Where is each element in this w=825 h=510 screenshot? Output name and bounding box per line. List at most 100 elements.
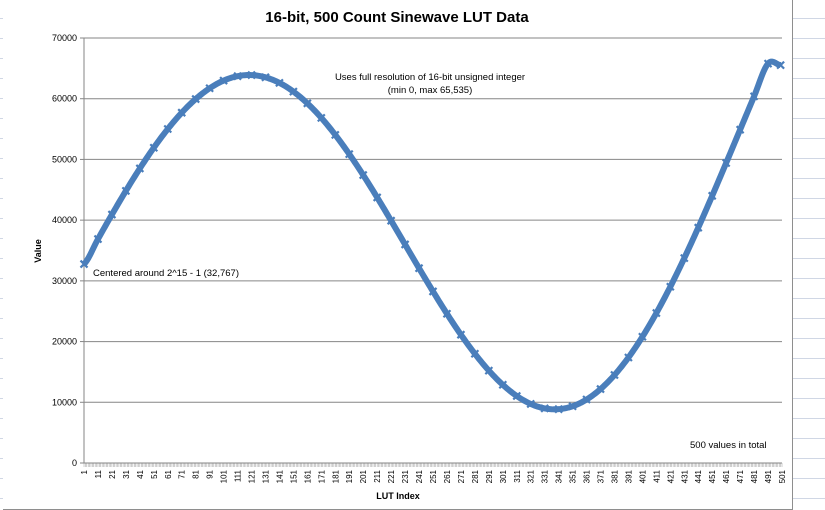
x-tick-label: 191	[345, 469, 354, 483]
x-tick-label: 221	[387, 469, 396, 483]
data-point	[135, 164, 145, 173]
data-point	[414, 263, 424, 273]
x-tick-label: 171	[317, 469, 326, 483]
x-tick-label: 231	[401, 469, 410, 483]
chart-title: 16-bit, 500 Count Sinewave LUT Data	[265, 9, 529, 26]
data-point	[554, 404, 563, 414]
x-tick-label: 181	[331, 469, 340, 483]
x-tick-label: 331	[541, 469, 550, 483]
data-point	[735, 125, 745, 134]
x-tick-label: 141	[275, 469, 284, 483]
data-point	[177, 108, 186, 117]
data-point	[219, 76, 228, 85]
data-point	[568, 401, 577, 411]
y-tick-label: 60000	[52, 94, 77, 104]
x-tick-label: 401	[638, 469, 647, 483]
data-point	[289, 87, 298, 96]
x-tick-label: 151	[289, 469, 298, 483]
data-point	[680, 253, 689, 263]
data-point	[428, 287, 438, 296]
x-tick-label: 291	[485, 469, 494, 483]
data-point	[303, 99, 312, 108]
x-axis: 1 11 21 31 41 51 61 71 81 91 101 111 121 131 141 151 161…	[80, 462, 787, 483]
x-tick-label: 461	[722, 469, 731, 483]
x-tick-label: 431	[680, 469, 689, 483]
y-tick-label: 20000	[52, 337, 77, 347]
y-tick-label: 70000	[52, 33, 77, 43]
data-point	[205, 83, 214, 93]
data-point	[121, 186, 131, 196]
data-point	[358, 170, 368, 180]
data-point	[261, 73, 270, 82]
data-point	[247, 70, 256, 80]
data-point	[498, 380, 508, 390]
data-point	[163, 124, 173, 134]
annotation-full-resolution: Uses full resolution of 16-bit unsigned …	[335, 72, 525, 83]
data-point	[484, 366, 494, 375]
data-point	[149, 143, 159, 152]
sinewave-chart: 16-bit, 500 Count Sinewave LUT Data 0 100…	[33, 9, 787, 501]
x-tick-label: 71	[178, 469, 187, 478]
x-tick-label: 211	[373, 469, 382, 482]
x-tick-label: 111	[234, 469, 243, 482]
chart-container[interactable]: 16-bit, 500 Count Sinewave LUT Data 0 100…	[3, 0, 793, 510]
data-point	[693, 223, 703, 232]
x-tick-label: 121	[248, 469, 257, 483]
x-tick-label: 161	[303, 469, 312, 483]
x-tick-label: 201	[359, 469, 368, 483]
data-point	[610, 370, 619, 380]
x-tick-label: 91	[206, 469, 215, 478]
data-point	[776, 60, 785, 70]
x-tick-label: 411	[652, 469, 661, 482]
data-point	[707, 191, 717, 201]
x-tick-label: 391	[624, 469, 633, 483]
x-axis-title: LUT Index	[376, 491, 420, 501]
y-tick-label: 50000	[52, 154, 77, 164]
data-point	[344, 149, 354, 159]
series-line	[81, 58, 783, 413]
gridlines	[84, 37, 782, 403]
x-tick-label: 1	[80, 469, 89, 474]
x-tick-label: 131	[261, 469, 270, 483]
x-tick-label: 491	[764, 469, 773, 483]
x-tick-label: 41	[136, 469, 145, 478]
y-axis-tick-labels: 0 10000 20000 30000 40000 50000 60000 70000	[52, 33, 85, 468]
data-point	[107, 210, 117, 219]
y-axis-title: Value	[33, 239, 43, 263]
x-tick-label: 261	[443, 469, 452, 483]
data-point	[233, 71, 242, 81]
data-point	[652, 308, 661, 318]
data-point	[93, 234, 103, 244]
annotation-values-total: 500 values in total	[690, 440, 767, 451]
x-tick-label: 361	[583, 469, 592, 483]
y-tick-label: 0	[72, 458, 77, 468]
data-point	[317, 113, 326, 123]
y-tick-label: 30000	[52, 276, 77, 286]
x-tick-label: 31	[122, 469, 131, 478]
x-tick-label: 371	[597, 469, 606, 483]
data-point	[638, 332, 647, 342]
annotation-min-max: (min 0, max 65,535)	[388, 85, 472, 96]
data-point	[470, 349, 480, 359]
data-point	[400, 240, 410, 249]
x-tick-label: 301	[499, 469, 508, 483]
data-point	[526, 399, 535, 409]
x-tick-label: 471	[736, 469, 745, 483]
x-tick-label: 51	[150, 469, 159, 478]
x-tick-label: 101	[220, 469, 229, 483]
data-point	[749, 92, 759, 101]
x-tick-label: 81	[192, 469, 201, 478]
data-series	[79, 58, 785, 414]
data-point	[624, 353, 633, 362]
data-point	[386, 216, 396, 225]
data-point	[331, 130, 340, 140]
data-point	[763, 59, 773, 68]
data-point	[442, 309, 452, 319]
data-point	[275, 78, 284, 88]
x-tick-label: 321	[527, 469, 536, 483]
data-point	[456, 330, 466, 339]
x-tick-label: 441	[694, 469, 703, 483]
data-point	[666, 282, 675, 292]
x-tick-label: 421	[666, 469, 675, 483]
data-point	[372, 193, 382, 202]
